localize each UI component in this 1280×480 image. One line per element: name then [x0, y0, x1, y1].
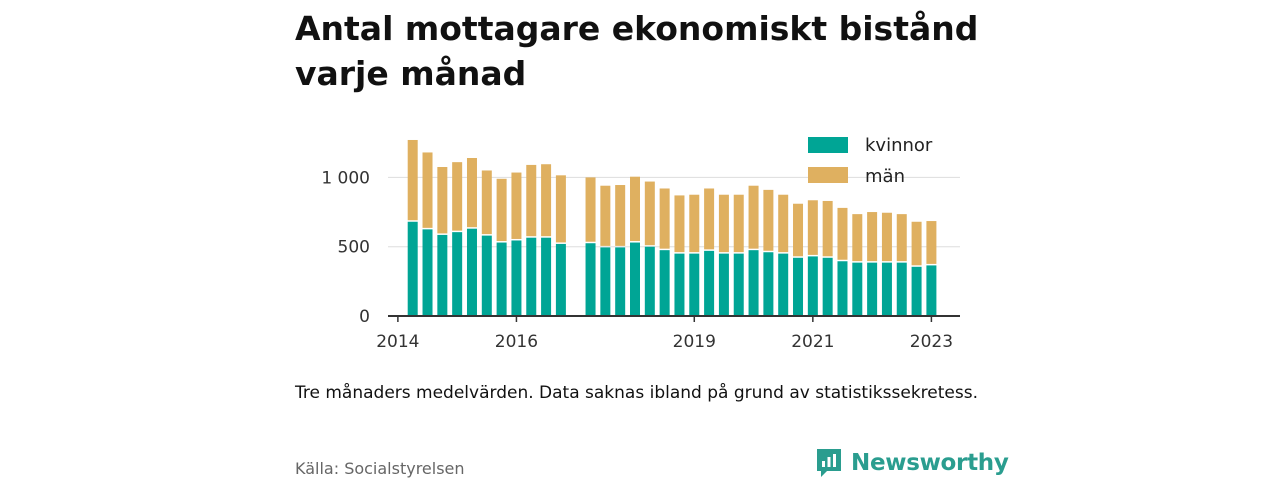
legend-label-man: män	[865, 166, 905, 187]
x-tick-label: 2021	[791, 332, 834, 352]
y-tick-label: 1 000	[321, 168, 370, 188]
axes: 0 500 1 000 2014 2016 2019 2021 2023	[321, 168, 960, 352]
bar-kvinnor	[452, 232, 463, 316]
source-text: Källa: Socialstyrelsen	[295, 459, 465, 478]
y-tick-label: 500	[338, 238, 370, 258]
bar-kvinnor	[600, 247, 611, 316]
bar-kvinnor	[837, 261, 848, 316]
bar-man	[822, 200, 833, 257]
bar-man	[926, 221, 937, 264]
x-tick-label: 2014	[376, 332, 419, 352]
bar-kvinnor	[704, 250, 715, 316]
bar-man	[481, 170, 492, 235]
bar-man	[644, 181, 655, 246]
legend-swatch-man	[808, 167, 848, 183]
bar-man	[600, 185, 611, 246]
bar-kvinnor	[555, 243, 566, 316]
bar-man	[659, 188, 670, 249]
bar-kvinnor	[778, 253, 789, 316]
bars	[407, 139, 937, 316]
bar-man	[763, 189, 774, 251]
bar-kvinnor	[511, 240, 522, 316]
chart-title: Antal mottagare ekonomiskt bistånd varje…	[295, 9, 979, 93]
legend-label-kvinnor: kvinnor	[865, 135, 933, 156]
bar-man	[778, 194, 789, 253]
bar-man	[867, 212, 878, 262]
bar-man	[689, 194, 700, 253]
bar-man	[541, 164, 552, 237]
bar-man	[452, 162, 463, 231]
bar-man	[807, 200, 818, 255]
bar-kvinnor	[793, 257, 804, 316]
bar-kvinnor	[644, 246, 655, 316]
bar-man	[896, 214, 907, 262]
bar-kvinnor	[926, 265, 937, 316]
bar-man	[437, 167, 448, 234]
bar-man	[704, 188, 715, 250]
bar-man	[615, 185, 626, 246]
chart-note: Tre månaders medelvärden. Data saknas ib…	[295, 383, 978, 403]
bar-kvinnor	[496, 242, 507, 316]
bar-kvinnor	[881, 262, 892, 316]
bar-man	[511, 172, 522, 239]
bar-kvinnor	[911, 266, 922, 316]
bar-man	[718, 194, 729, 253]
bar-kvinnor	[896, 262, 907, 316]
brand-name: Newsworthy	[851, 450, 1009, 476]
bar-kvinnor	[615, 247, 626, 316]
bar-man	[852, 214, 863, 262]
bar-man	[422, 152, 433, 228]
bar-kvinnor	[718, 253, 729, 316]
legend-swatch-kvinnor	[808, 137, 848, 153]
bar-kvinnor	[659, 250, 670, 316]
legend: kvinnor män	[808, 135, 933, 187]
bar-kvinnor	[807, 256, 818, 316]
x-tick-label: 2019	[673, 332, 716, 352]
bar-man	[837, 207, 848, 260]
bar-man	[748, 185, 759, 249]
bar-kvinnor	[541, 237, 552, 316]
bar-kvinnor	[526, 237, 537, 316]
bar-kvinnor	[689, 253, 700, 316]
x-tick-label: 2023	[910, 332, 953, 352]
bar-kvinnor	[852, 262, 863, 316]
bar-man	[793, 203, 804, 257]
bar-man	[674, 195, 685, 253]
bar-man	[881, 212, 892, 262]
bar-man	[630, 176, 640, 242]
bar-man	[466, 157, 477, 228]
bar-kvinnor	[422, 229, 433, 316]
bar-man	[585, 177, 596, 242]
bar-man	[407, 139, 418, 221]
bar-kvinnor	[466, 228, 477, 316]
bar-man	[526, 164, 537, 237]
bar-man	[911, 221, 922, 266]
bar-kvinnor	[763, 252, 774, 316]
x-tick-label: 2016	[495, 332, 538, 352]
bar-man	[555, 175, 566, 243]
bar-kvinnor	[822, 257, 833, 316]
bar-kvinnor	[407, 221, 418, 316]
newsworthy-logo-icon	[817, 449, 841, 477]
bar-kvinnor	[733, 253, 744, 316]
bar-man	[496, 178, 507, 242]
bar-man	[733, 194, 744, 253]
bar-kvinnor	[867, 262, 878, 316]
bar-kvinnor	[748, 250, 759, 316]
bar-kvinnor	[630, 242, 640, 316]
bar-kvinnor	[437, 234, 448, 316]
y-tick-label: 0	[359, 307, 370, 327]
bar-kvinnor	[674, 253, 685, 316]
bar-kvinnor	[585, 243, 596, 316]
bar-kvinnor	[481, 235, 492, 316]
brand-logo[interactable]: Newsworthy	[815, 447, 1009, 479]
